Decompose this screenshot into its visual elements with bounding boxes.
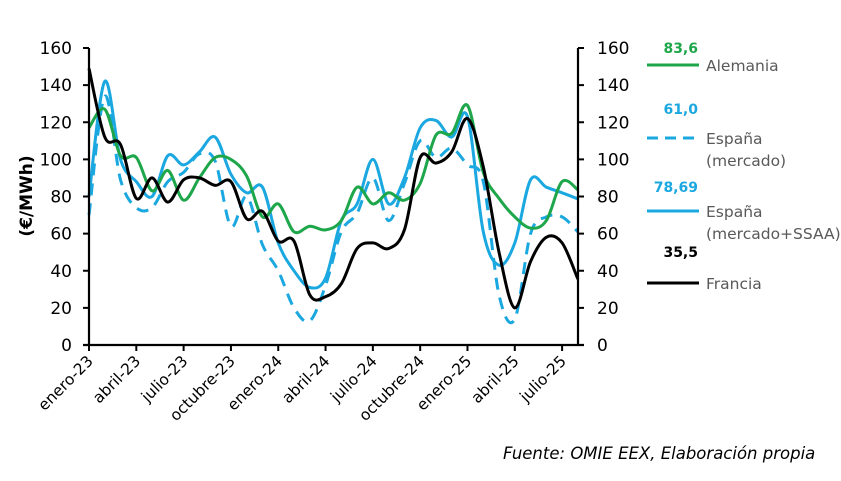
x-tick-label: julio-25: [516, 352, 570, 406]
series-line-espana-mercado-ssaa: [87, 79, 579, 290]
left-y-tick-label: 140: [40, 76, 72, 96]
right-y-tick-label: 120: [597, 113, 629, 133]
series-line-espana-mercado: [87, 94, 579, 325]
y-axis-title: (€/MWh): [17, 155, 37, 236]
right-y-tick-label: 60: [597, 225, 619, 245]
left-y-tick-label: 120: [40, 113, 72, 133]
legend: 83,6 Alemania 61,0 España (mercado) 78,69 Espa…: [647, 41, 841, 293]
left-y-tick-label: 160: [40, 39, 72, 59]
legend-last-value-francia: 35,5: [663, 245, 698, 261]
right-y-tick-label: 20: [597, 299, 619, 319]
left-y-tick-label: 20: [50, 299, 72, 319]
legend-last-value-espana-mercado: 61,0: [663, 102, 698, 118]
left-y-tick-label: 100: [40, 150, 72, 170]
legend-label-espana-mercado-ssaa: España: [706, 203, 763, 221]
left-y-tick-label: 0: [61, 336, 72, 356]
left-y-tick-label: 60: [50, 225, 72, 245]
legend-label-alemania: Alemania: [706, 57, 779, 75]
right-y-tick-label: 160: [597, 39, 629, 59]
x-tick-label: enero-23: [35, 352, 97, 414]
right-y-tick-label: 140: [597, 76, 629, 96]
legend-last-value-espana-mercado-ssaa: 78,69: [654, 180, 698, 196]
legend-label-francia: Francia: [706, 275, 762, 293]
x-tick-label: abril-25: [468, 352, 523, 407]
legend-label-espana-mercado: (mercado): [706, 152, 786, 170]
left-y-tick-label: 80: [50, 188, 72, 208]
legend-last-value-alemania: 83,6: [663, 41, 698, 57]
right-y-tick-label: 100: [597, 150, 629, 170]
x-tick-label: abril-23: [89, 352, 144, 407]
x-tick-label: abril-24: [278, 352, 333, 407]
series-line-francia: [87, 68, 580, 310]
legend-label-espana-mercado: España: [706, 130, 763, 148]
source-note: Fuente: OMIE EEX, Elaboración propia: [503, 444, 816, 463]
right-y-tick-label: 80: [597, 188, 619, 208]
left-y-tick-label: 40: [50, 262, 72, 282]
axes-layer: 0 20 40 60 80 100 120 140 160 0 20 40 60 80 100 120 140…: [35, 39, 630, 425]
series-layer: [87, 68, 580, 325]
legend-label-espana-mercado-ssaa: (mercado+SSAA): [706, 225, 841, 243]
series-line-alemania: [87, 103, 579, 235]
right-y-tick-label: 0: [597, 336, 608, 356]
right-y-tick-label: 40: [597, 262, 619, 282]
